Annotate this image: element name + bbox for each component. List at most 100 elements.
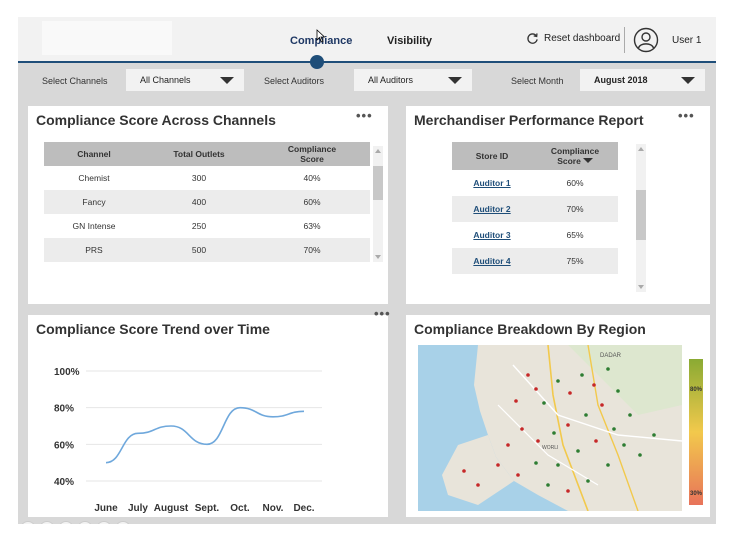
score-table-scrollbar[interactable] xyxy=(373,146,383,262)
previous-icon[interactable] xyxy=(20,521,36,524)
edit-icon[interactable] xyxy=(58,521,74,524)
auditor-link[interactable]: Auditor 4 xyxy=(473,256,511,266)
x-tick-label: June xyxy=(94,503,118,514)
auditor-link[interactable]: Auditor 1 xyxy=(473,178,511,188)
table-row[interactable]: PRS 500 70% xyxy=(44,238,370,262)
series-line[interactable] xyxy=(105,406,305,464)
header-bar: Compliance Visibility Reset dashboard Us… xyxy=(18,17,716,63)
zoom-icon[interactable] xyxy=(96,521,112,524)
auditors-select[interactable]: All Auditors xyxy=(354,69,472,91)
channels-select-value: All Channels xyxy=(140,75,191,85)
scroll-down-icon[interactable] xyxy=(375,255,381,259)
scroll-down-icon[interactable] xyxy=(638,285,644,289)
auditor-link[interactable]: Auditor 3 xyxy=(473,230,511,240)
x-tick-label: August xyxy=(154,503,189,514)
auditors-filter-label: Select Auditors xyxy=(264,76,325,86)
table-cell: 70% xyxy=(532,196,618,222)
tab-visibility[interactable]: Visibility xyxy=(387,35,433,47)
table-cell: 70% xyxy=(254,238,370,262)
scroll-up-icon[interactable] xyxy=(638,147,644,151)
month-select[interactable]: August 2018 xyxy=(580,69,705,91)
column-header[interactable]: Store ID xyxy=(452,142,532,170)
table-cell: 500 xyxy=(144,238,254,262)
compliance-score-table: Channel Total Outlets Compliance Score C… xyxy=(44,142,370,262)
more-options-icon[interactable]: ••• xyxy=(374,306,391,321)
x-tick-label: Sept. xyxy=(195,503,220,514)
panel-title: Compliance Score Across Channels xyxy=(36,112,276,128)
legend-gradient xyxy=(689,359,703,505)
table-row[interactable]: Auditor 4 75% xyxy=(452,248,618,274)
panel-title: Compliance Breakdown By Region xyxy=(414,321,646,337)
month-select-value: August 2018 xyxy=(594,75,648,85)
table-cell: Auditor 2 xyxy=(452,196,532,222)
scrollbar-thumb[interactable] xyxy=(373,166,383,200)
map-label: DADAR xyxy=(600,353,622,359)
table-cell: Auditor 1 xyxy=(452,170,532,196)
scrollbar-thumb[interactable] xyxy=(636,190,646,240)
table-cell: Auditor 4 xyxy=(452,248,532,274)
more-options-icon[interactable]: ••• xyxy=(678,108,695,123)
pages-icon[interactable] xyxy=(77,521,93,524)
table-row[interactable]: Chemist 300 40% xyxy=(44,166,370,190)
bottom-toolbar xyxy=(20,521,131,524)
refresh-icon xyxy=(527,33,538,44)
trend-line-chart: 40% 60% 80% 100% June July August Sept. Oct. Nov.… xyxy=(54,367,322,514)
chevron-down-icon xyxy=(220,77,234,84)
table-cell: 400 xyxy=(144,190,254,214)
column-header[interactable]: Channel xyxy=(44,142,144,166)
channels-filter-label: Select Channels xyxy=(42,76,108,86)
legend-min-label: 30% xyxy=(690,491,703,497)
y-tick-label: 40% xyxy=(54,477,74,488)
logo-placeholder xyxy=(42,21,172,55)
table-cell: Auditor 3 xyxy=(452,222,532,248)
channels-select[interactable]: All Channels xyxy=(126,69,244,91)
panel-title: Merchandiser Performance Report xyxy=(414,112,644,128)
table-row[interactable]: Auditor 3 65% xyxy=(452,222,618,248)
table-cell: Fancy xyxy=(44,190,144,214)
table-row[interactable]: Auditor 1 60% xyxy=(452,170,618,196)
auditor-link[interactable]: Auditor 2 xyxy=(473,204,511,214)
column-header[interactable]: Compliance Score xyxy=(254,142,370,166)
reset-dashboard-label: Reset dashboard xyxy=(544,33,621,44)
table-cell: GN Intense xyxy=(72,221,116,231)
map-label: WORLI xyxy=(542,445,558,451)
next-icon[interactable] xyxy=(39,521,55,524)
user-name-label[interactable]: User 1 xyxy=(672,35,702,46)
column-header-label: Compliance Score xyxy=(550,146,600,166)
reset-dashboard-button[interactable]: Reset dashboard xyxy=(526,32,620,45)
column-header[interactable]: Total Outlets xyxy=(144,142,254,166)
filter-bar: Select Channels All Channels Select Audi… xyxy=(18,63,716,97)
y-tick-label: 80% xyxy=(54,404,74,415)
legend-max-label: 80% xyxy=(690,387,703,393)
more-options-icon[interactable]: ••• xyxy=(356,108,373,123)
compliance-trend-panel: Compliance Score Trend over Time ••• 40%… xyxy=(28,306,390,517)
compliance-score-panel: Compliance Score Across Channels ••• Cha… xyxy=(28,106,388,304)
region-breakdown-panel: Compliance Breakdown By Region DADAR WOR… xyxy=(406,315,710,517)
more-icon[interactable] xyxy=(115,521,131,524)
panel-title: Compliance Score Trend over Time xyxy=(36,321,270,337)
scroll-up-icon[interactable] xyxy=(375,149,381,153)
map-markers xyxy=(462,367,656,493)
table-row[interactable]: GN Intense 250 63% xyxy=(44,214,370,238)
table-cell: 60% xyxy=(566,178,584,188)
table-row[interactable]: Fancy 400 60% xyxy=(44,190,370,214)
region-map[interactable]: DADAR WORLI xyxy=(418,345,682,511)
table-cell: 63% xyxy=(303,221,321,231)
sort-descending-icon[interactable] xyxy=(582,158,593,163)
header-divider xyxy=(624,27,625,53)
table-cell: Chemist xyxy=(78,173,110,183)
table-row[interactable]: Auditor 2 70% xyxy=(452,196,618,222)
dashboard-app: Compliance Visibility Reset dashboard Us… xyxy=(18,17,716,524)
table-cell: 250 xyxy=(191,221,207,231)
table-cell: PRS xyxy=(44,238,144,262)
merch-table-scrollbar[interactable] xyxy=(636,144,646,292)
column-header-sortable[interactable]: Compliance Score xyxy=(532,142,618,170)
y-tick-label: 100% xyxy=(54,367,80,378)
auditors-select-value: All Auditors xyxy=(368,75,414,85)
table-cell: 75% xyxy=(532,248,618,274)
active-tab-indicator xyxy=(310,55,324,69)
mouse-cursor-icon xyxy=(316,29,326,43)
chevron-down-icon xyxy=(448,77,462,84)
user-avatar-icon[interactable] xyxy=(633,27,659,53)
x-tick-label: Dec. xyxy=(293,503,314,514)
